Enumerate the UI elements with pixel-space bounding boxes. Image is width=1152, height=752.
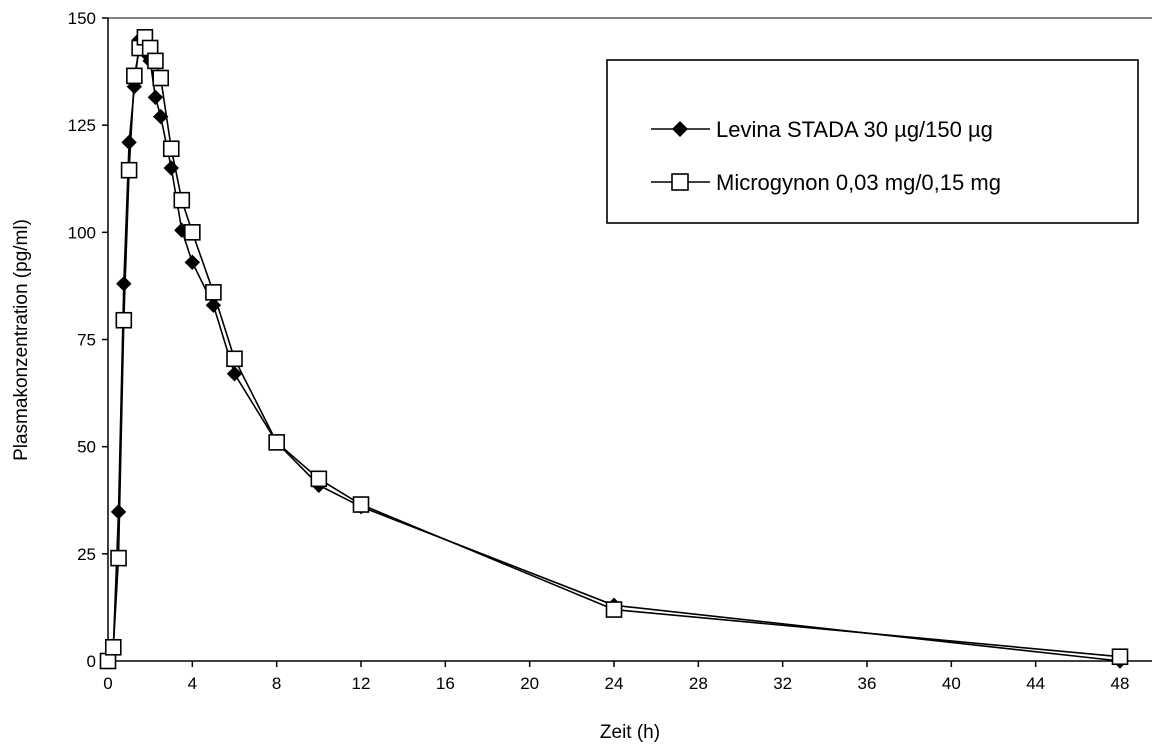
y-tick-label: 0 (87, 652, 96, 671)
x-tick-label: 24 (605, 674, 624, 693)
x-tick-label: 12 (352, 674, 371, 693)
data-point-square (605, 601, 623, 618)
data-point-square (184, 224, 201, 241)
x-tick-label: 16 (436, 674, 455, 693)
legend-box (606, 59, 1139, 224)
x-tick-label: 28 (689, 674, 708, 693)
data-point-square (268, 434, 285, 451)
data-point-diamond (121, 134, 137, 151)
legend-marker-square (671, 173, 689, 191)
y-tick-label: 100 (68, 223, 96, 242)
data-point-square (162, 140, 180, 158)
data-point-square (152, 69, 170, 87)
x-axis-title: Zeit (h) (600, 722, 660, 743)
data-point-square (115, 311, 133, 329)
x-tick-label: 40 (942, 674, 961, 693)
y-tick-label: 25 (77, 545, 96, 564)
legend-marker-diamond (672, 121, 688, 137)
data-point-square (1111, 648, 1129, 666)
x-tick-label: 8 (272, 674, 281, 693)
y-tick-label: 75 (77, 331, 96, 350)
data-point-square (352, 496, 370, 513)
data-point-square (126, 67, 143, 85)
data-point-square (104, 638, 122, 656)
legend-label: Microgynon 0,03 mg/0,15 mg (716, 170, 1001, 195)
x-tick-label: 20 (520, 674, 539, 693)
series-2 (99, 28, 1129, 670)
legend-label: Levina STADA 30 µg/150 µg (716, 117, 993, 142)
legend: Levina STADA 30 µg/150 µg Microgynon 0,03… (606, 59, 1139, 224)
y-axis-title: Plasmakonzentration (pg/ml) (11, 219, 32, 461)
data-point-square (226, 350, 243, 368)
data-point-square (173, 191, 191, 209)
data-point-diamond (147, 89, 164, 106)
data-point-diamond (184, 254, 201, 271)
y-tick-label: 125 (68, 116, 96, 135)
data-point-square (147, 52, 164, 70)
data-point-square (110, 549, 127, 567)
data-point-square (99, 652, 117, 670)
x-tick-label: 32 (773, 674, 792, 693)
data-point-square (205, 284, 222, 301)
x-tick-label: 0 (103, 674, 112, 693)
data-point-diamond (163, 160, 179, 176)
x-tick-label: 36 (858, 674, 877, 693)
y-tick-label: 150 (68, 9, 96, 28)
data-point-square (120, 161, 138, 179)
y-tick-label: 50 (77, 438, 96, 457)
x-tick-label: 48 (1111, 674, 1130, 693)
data-point-diamond (110, 504, 127, 520)
data-point-diamond (226, 366, 243, 382)
series-layer (99, 28, 1129, 670)
data-point-square (310, 470, 328, 488)
x-tick-label: 4 (188, 674, 197, 693)
x-tick-label: 44 (1026, 674, 1045, 693)
data-point-diamond (116, 276, 132, 292)
